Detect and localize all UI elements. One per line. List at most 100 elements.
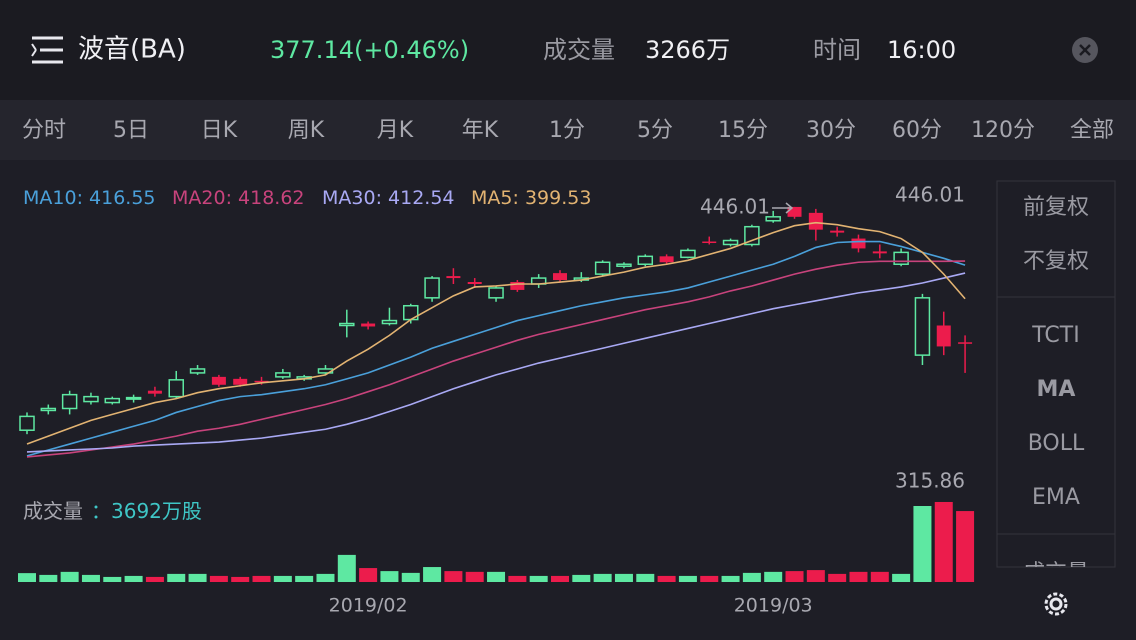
header-bar (0, 0, 1136, 100)
tab[interactable]: 15分 (718, 118, 768, 143)
volume-bar (806, 570, 825, 582)
volume-bar (124, 575, 143, 582)
volume-bar (764, 571, 783, 582)
candle-body (722, 239, 739, 246)
legend-value: 399.53 (525, 187, 591, 209)
tab[interactable]: 分时 (22, 118, 66, 143)
candle-body (616, 263, 632, 267)
side-panel (996, 180, 1116, 568)
volume-bar (870, 571, 889, 582)
volume-bar (892, 573, 911, 582)
candle-body (339, 322, 355, 327)
legend-entry: MA5: 399.53 (471, 187, 591, 209)
legend-value: 416.55 (89, 187, 155, 209)
candle-body (808, 212, 823, 230)
stock-title: 波音(BA) (78, 35, 186, 65)
candle-body (83, 395, 99, 403)
volume-bar (273, 575, 292, 582)
candle-body (233, 378, 248, 385)
candle-body (872, 251, 887, 254)
candle-body (851, 238, 866, 249)
volume-bar (81, 574, 100, 582)
volume-bar (295, 575, 314, 582)
volume-bar (18, 573, 36, 582)
candle-body (147, 390, 162, 394)
ma-line (26, 272, 966, 453)
volume-bar (551, 575, 569, 582)
tab[interactable]: 30分 (806, 118, 856, 143)
settings-icon[interactable] (1044, 592, 1068, 616)
tab[interactable]: 月K (377, 118, 414, 143)
side-option[interactable]: BOLL (1028, 431, 1085, 456)
tab[interactable]: 5分 (637, 118, 673, 143)
legend-name: MA30 (322, 187, 376, 209)
close-button[interactable] (1072, 37, 1098, 63)
legend-separator: : (512, 187, 524, 209)
candle-body (510, 282, 525, 290)
candle-body (19, 415, 35, 431)
side-option[interactable]: 前复权 (1023, 195, 1089, 220)
tab[interactable]: 年K (462, 118, 499, 143)
side-option[interactable]: 成交量 (1023, 561, 1089, 586)
volume-bar (60, 571, 79, 582)
candle-body (61, 393, 78, 410)
candle-body (168, 379, 184, 398)
max-label: 446.01 (895, 183, 965, 207)
tab[interactable]: 120分 (971, 118, 1035, 143)
legend-value: 418.62 (238, 187, 304, 209)
chart: MA10: 416.55 MA20: 418.62 MA30: 412.54 MA5:… (18, 183, 975, 617)
legend-entry: MA20: 418.62 (172, 187, 305, 209)
candle-body (254, 380, 269, 383)
volume-title: 成交量 ：3692万股 (23, 499, 202, 523)
volume-bar (103, 576, 122, 582)
volume-bar (956, 511, 975, 582)
volume-bar (508, 575, 527, 582)
max-arrow (772, 202, 794, 214)
candle-body (104, 397, 121, 404)
tab-bar (0, 100, 1136, 160)
candle-body (125, 396, 142, 400)
tab[interactable]: 5日 (113, 118, 149, 143)
side-option[interactable]: EMA (1032, 485, 1080, 510)
menu-icon[interactable] (31, 36, 63, 64)
candle-body (189, 368, 206, 374)
volume-bar (39, 574, 58, 582)
legend-entry: MA10: 416.55 (23, 187, 156, 209)
volume-label: 成交量 (543, 36, 615, 64)
volume-bar (465, 571, 484, 582)
candle-body (488, 287, 504, 299)
tab[interactable]: 60分 (892, 118, 942, 143)
volume-bar (742, 572, 761, 582)
volume-label: 成交量 (23, 499, 83, 523)
tab[interactable]: 1分 (549, 118, 585, 143)
volume-bar (593, 573, 612, 582)
tab[interactable]: 全部 (1070, 118, 1114, 143)
tab[interactable]: 周K (288, 118, 325, 143)
candle-body (893, 251, 909, 265)
volume-bar (444, 571, 463, 582)
volume-bar (359, 568, 378, 582)
candle-body (958, 342, 973, 344)
volume-bar (785, 571, 804, 582)
side-option[interactable]: TCTI (1031, 323, 1079, 348)
candle-body (361, 323, 376, 327)
candle-body (467, 282, 482, 284)
volume-value: 3266万 (645, 36, 730, 64)
legend-name: MA20 (172, 187, 226, 209)
ma-line (26, 260, 966, 458)
side-option[interactable]: 不复权 (1023, 249, 1089, 274)
candle-body (765, 216, 781, 222)
legend-entry: MA30: 412.54 (322, 187, 455, 209)
volume-bar (209, 575, 228, 582)
candle-body (381, 319, 398, 325)
volume-bar (828, 573, 847, 582)
volume-bar (401, 572, 420, 582)
tabs: 分时 5日 日K 周K 月K 年K 1分 5分 15分 30分 60分 120分 全部 (22, 118, 1114, 143)
legend-value: 412.54 (388, 187, 454, 209)
tab[interactable]: 日K (201, 118, 238, 143)
volume-bar (487, 571, 506, 582)
volume-bar (231, 576, 250, 582)
side-option[interactable]: MA (1037, 377, 1076, 402)
